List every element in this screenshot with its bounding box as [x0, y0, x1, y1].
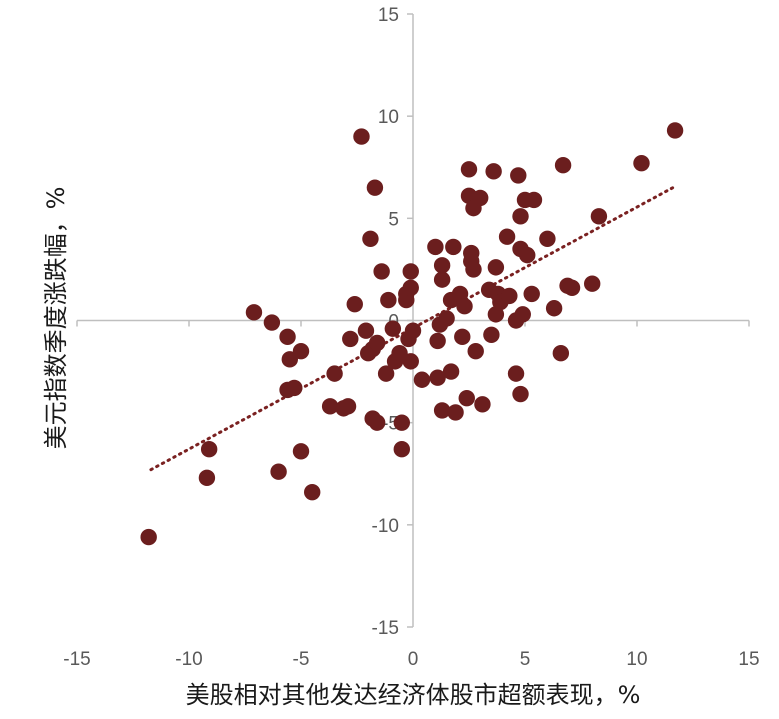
data-point [512, 385, 529, 403]
y-tick-label: -10 [372, 516, 399, 537]
data-point [402, 353, 419, 370]
data-point [433, 257, 451, 274]
data-point [447, 404, 464, 421]
data-point [339, 398, 357, 415]
data-point [433, 271, 451, 288]
data-point [525, 191, 543, 209]
data-point [377, 365, 395, 382]
x-tick-label: 15 [738, 649, 759, 670]
data-point [292, 443, 310, 460]
data-point [304, 483, 321, 501]
data-point [552, 344, 570, 362]
data-point [465, 261, 482, 278]
data-point [433, 402, 451, 419]
data-point [456, 297, 473, 315]
data-point [510, 167, 527, 184]
data-point [512, 208, 529, 225]
data-point [368, 414, 386, 431]
data-point [498, 228, 516, 245]
y-axis-title: 美元指数季度涨跌幅，% [42, 187, 70, 450]
data-point [519, 246, 536, 264]
data-point [279, 328, 296, 346]
data-point [342, 330, 359, 348]
y-tick-label: 10 [378, 107, 399, 128]
data-point [554, 157, 572, 174]
data-point [633, 154, 650, 172]
data-point [140, 528, 157, 546]
data-point [472, 189, 489, 207]
data-point [507, 365, 525, 382]
x-tick-label: 0 [408, 649, 419, 670]
data-point [666, 122, 684, 139]
data-point [373, 263, 390, 280]
data-point [384, 320, 402, 337]
data-point [429, 369, 446, 386]
data-point [263, 314, 281, 331]
data-point [292, 342, 310, 360]
x-tick-label: 5 [520, 649, 531, 670]
data-point [286, 379, 303, 397]
x-tick-label: -5 [293, 649, 310, 670]
data-point [362, 230, 379, 247]
data-point [198, 469, 216, 487]
data-point [458, 389, 475, 407]
data-point [429, 332, 446, 350]
data-point [346, 295, 363, 313]
data-point [393, 441, 410, 458]
y-tick-label: 15 [378, 5, 399, 26]
data-points [140, 122, 684, 546]
data-point [413, 371, 431, 388]
data-point [368, 334, 386, 352]
data-point [402, 263, 419, 280]
data-point [326, 365, 343, 382]
data-point [460, 161, 478, 178]
data-point [474, 396, 491, 413]
x-axis-title: 美股相对其他发达经济体股市超额表现，% [186, 681, 641, 709]
data-point [445, 238, 462, 256]
data-point [200, 441, 218, 458]
data-point [438, 310, 455, 327]
data-point [467, 342, 484, 360]
data-point [321, 398, 339, 415]
data-point [487, 259, 505, 276]
data-point [380, 291, 397, 309]
x-tick-label: -15 [63, 649, 90, 670]
data-point [366, 179, 384, 196]
data-point [402, 279, 419, 297]
y-tick-label: -15 [372, 618, 399, 639]
data-point [514, 306, 531, 323]
data-point [245, 304, 263, 321]
data-point [442, 363, 460, 380]
data-point [393, 414, 410, 431]
data-point [454, 328, 471, 346]
data-point [404, 322, 422, 339]
data-point [539, 230, 556, 247]
data-point [483, 326, 500, 344]
trend-line [149, 186, 675, 472]
data-point [270, 463, 287, 480]
data-point [501, 287, 518, 305]
x-tick-label: -10 [175, 649, 202, 670]
data-point [563, 279, 581, 297]
data-point [523, 285, 540, 303]
data-point [357, 322, 375, 339]
data-point [353, 128, 370, 145]
data-point [584, 275, 601, 292]
data-point [590, 208, 608, 225]
data-point [485, 163, 502, 180]
data-point [427, 238, 444, 256]
y-tick-label: 5 [388, 209, 399, 230]
x-tick-label: 10 [626, 649, 647, 670]
data-point [545, 300, 563, 317]
